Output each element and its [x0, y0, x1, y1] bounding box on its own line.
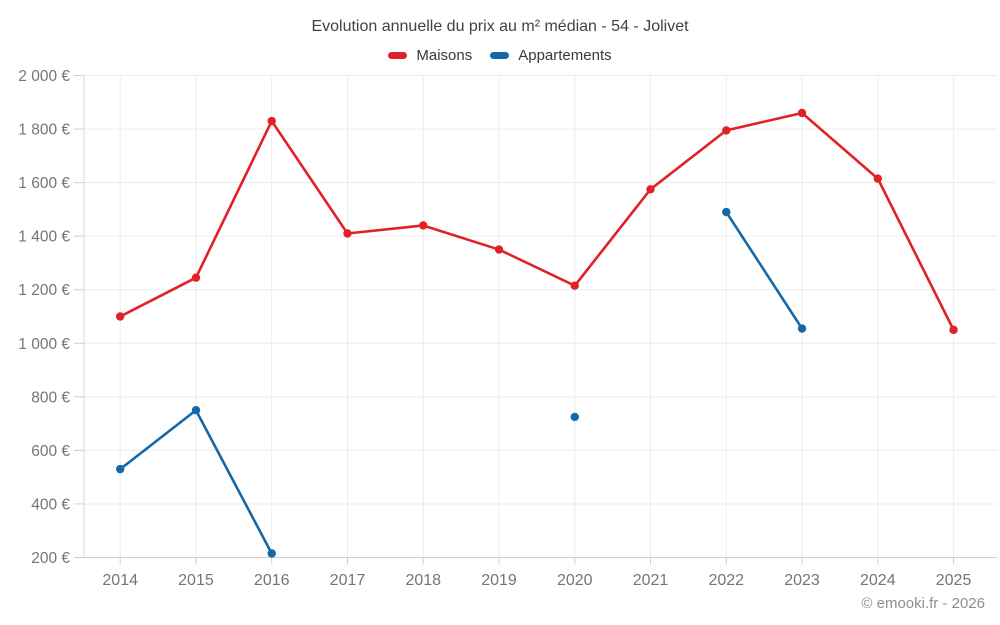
data-point-maisons-2021[interactable] — [646, 185, 655, 194]
legend-label-appartements: Appartements — [518, 47, 612, 64]
legend-item-maisons[interactable]: Maisons — [388, 46, 472, 65]
data-point-maisons-2025[interactable] — [949, 325, 958, 335]
x-axis-label: 2025 — [936, 572, 972, 589]
line-maisons — [118, 111, 955, 332]
data-point-maisons-2016[interactable] — [267, 116, 276, 126]
y-axis-label: 800 € — [31, 389, 70, 406]
x-axis-label: 2017 — [330, 572, 366, 589]
y-axis-label: 1 400 € — [18, 229, 70, 246]
y-axis-label: 1 200 € — [18, 282, 70, 299]
x-axis-label: 2021 — [633, 572, 669, 589]
line-appartements — [724, 210, 804, 330]
data-point-maisons-2020[interactable] — [570, 281, 579, 290]
y-axis-label: 400 € — [31, 496, 70, 513]
copyright: © emooki.fr - 2026 — [861, 595, 985, 612]
x-axis-label: 2020 — [557, 572, 593, 589]
x-axis-label: 2018 — [405, 572, 441, 589]
data-point-maisons-2019[interactable] — [494, 245, 504, 254]
data-point-maisons-2023[interactable] — [797, 108, 807, 118]
x-axis-label: 2014 — [102, 572, 138, 589]
legend-label-maisons: Maisons — [416, 47, 473, 64]
legend-item-appartements[interactable]: Appartements — [490, 46, 612, 65]
data-point-maisons-2022[interactable] — [722, 126, 731, 135]
data-point-maisons-2018[interactable] — [419, 221, 428, 230]
data-point-appartements-2022[interactable] — [722, 207, 731, 217]
y-axis-label: 1 800 € — [18, 122, 70, 139]
data-point-appartements-2020[interactable] — [570, 412, 579, 422]
legend: Maisons Appartements — [0, 46, 1000, 65]
data-point-appartements-2016[interactable] — [267, 549, 276, 558]
x-axis-label: 2016 — [254, 572, 290, 589]
y-axis-label: 2 000 € — [18, 68, 70, 85]
y-axis-label: 200 € — [31, 550, 70, 567]
x-axis-label: 2019 — [481, 572, 517, 589]
data-point-appartements-2023[interactable] — [797, 324, 807, 333]
data-point-appartements-2014[interactable] — [116, 464, 125, 474]
data-point-maisons-2024[interactable] — [873, 174, 882, 183]
legend-swatch-maisons — [388, 52, 408, 59]
x-axis-label: 2015 — [178, 572, 214, 589]
y-axis-label: 1 600 € — [18, 175, 70, 192]
data-point-appartements-2015[interactable] — [191, 406, 201, 415]
x-axis-label: 2024 — [860, 572, 896, 589]
data-point-maisons-2014[interactable] — [116, 312, 125, 321]
legend-swatch-appartements — [490, 52, 510, 59]
chart-title: Evolution annuelle du prix au m² médian … — [311, 18, 689, 35]
x-axis-label: 2023 — [784, 572, 820, 589]
data-point-maisons-2017[interactable] — [343, 229, 352, 238]
y-axis-label: 1 000 € — [18, 336, 70, 353]
y-axis-label: 600 € — [31, 443, 70, 460]
data-point-maisons-2015[interactable] — [191, 273, 201, 282]
x-axis-label: 2022 — [708, 572, 744, 589]
